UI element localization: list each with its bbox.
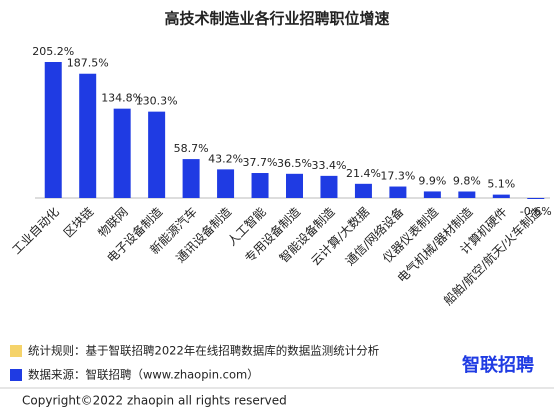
bar — [492, 194, 510, 198]
data-label: 9.8% — [453, 175, 481, 188]
bar — [320, 175, 338, 198]
note-swatch — [10, 369, 22, 381]
data-label: 37.7% — [243, 156, 278, 169]
data-label: 17.3% — [380, 170, 415, 183]
data-label: -0.6% — [520, 205, 552, 218]
data-label: 205.2% — [32, 45, 74, 58]
bar — [423, 191, 441, 198]
bar — [458, 191, 476, 198]
data-label: 43.2% — [208, 152, 243, 165]
note-text: 数据来源：智联招聘（www.zhaopin.com） — [28, 368, 259, 382]
bar — [79, 73, 97, 198]
note-text: 统计规则：基于智联招聘2022年在线招聘数据库的数据监测统计分析 — [28, 344, 379, 358]
bar — [251, 173, 269, 198]
logo: 智联招聘 — [462, 354, 534, 376]
data-label: 21.4% — [346, 167, 381, 180]
bar — [44, 62, 62, 198]
bar — [182, 159, 200, 198]
data-label: 187.5% — [67, 57, 109, 70]
chart-title: 高技术制造业各行业招聘职位增速 — [164, 10, 389, 28]
bar — [354, 183, 372, 198]
data-label: 5.1% — [487, 178, 515, 191]
data-label: 134.8% — [101, 92, 143, 105]
bar — [527, 198, 545, 199]
copyright: Copyright©2022 zhaopin all rights reserv… — [22, 394, 287, 408]
bar — [217, 169, 235, 198]
data-label: 36.5% — [277, 157, 312, 170]
bar — [286, 173, 303, 198]
bar — [113, 108, 131, 198]
note-swatch — [10, 345, 22, 357]
data-label: 9.9% — [418, 174, 446, 187]
bar — [148, 111, 166, 198]
bar — [389, 186, 407, 198]
data-label: 130.3% — [136, 95, 178, 108]
data-label: 33.4% — [311, 159, 346, 172]
data-label: 58.7% — [174, 142, 209, 155]
